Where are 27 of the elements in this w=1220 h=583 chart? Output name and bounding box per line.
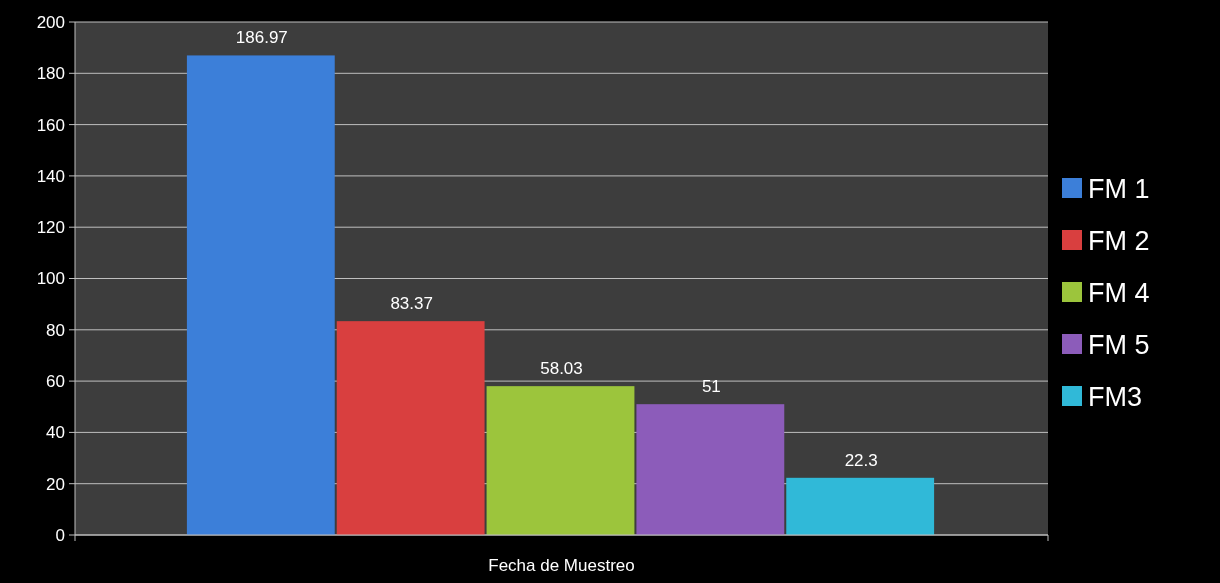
y-tick-label: 60 [46,372,65,392]
x-tick-label: Fecha de Muestreo [488,556,635,575]
legend-label: FM 2 [1088,225,1150,256]
bar [336,321,485,535]
bar [186,55,335,535]
y-tick-label: 180 [36,64,65,84]
y-tick-label: 80 [46,320,65,340]
y-tick-label: 100 [36,269,65,289]
bar [636,404,785,535]
legend-label: FM3 [1088,381,1142,412]
y-tick-label: 120 [36,218,65,238]
y-tick-label: 0 [55,525,65,545]
legend-label: FM 5 [1088,329,1150,360]
data-label: 58.03 [540,359,583,379]
legend-label: FM 4 [1088,277,1150,308]
legend-label: FM 1 [1088,173,1150,204]
y-tick-label: 20 [46,474,65,494]
y-tick-label: 160 [36,115,65,135]
bar [786,477,935,535]
data-label: 22.3 [844,450,878,470]
data-label: 186.97 [235,28,288,48]
y-tick-label: 140 [36,166,65,186]
data-label: 83.37 [390,294,433,314]
y-tick-label: 200 [36,12,65,32]
bar [486,386,635,535]
y-tick-label: 40 [46,423,65,443]
data-label: 51 [701,377,721,397]
